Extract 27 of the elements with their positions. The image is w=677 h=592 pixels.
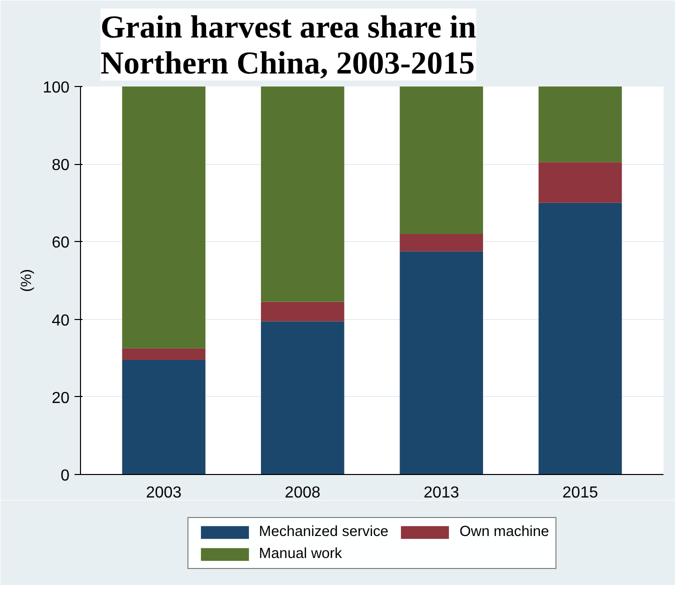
bar: [400, 234, 484, 252]
bar: [260, 321, 344, 474]
bar: [260, 86, 344, 302]
legend-label: Mechanized service: [258, 524, 388, 540]
y-axis-title: (%): [18, 269, 35, 292]
x-tick-label: 2003: [146, 484, 182, 502]
bar: [538, 86, 622, 162]
chart-title: Grain harvest area share in Northern China, 2003-2015: [100, 8, 476, 80]
bar: [122, 348, 206, 360]
y-tick-label: 0: [60, 468, 70, 484]
bar: [260, 302, 344, 322]
x-tick-label: 2008: [284, 484, 320, 502]
bar: [122, 360, 206, 474]
y-tick-label: 40: [52, 312, 70, 330]
bar: [538, 202, 622, 474]
y-tick-label: 60: [52, 234, 70, 252]
bar: [400, 251, 484, 474]
bar: [122, 86, 206, 348]
y-tick-label: 80: [52, 157, 70, 174]
x-tick-label: 2015: [562, 484, 598, 502]
y-tick-label: 20: [52, 390, 70, 407]
legend-label: Own machine: [459, 524, 550, 540]
y-tick-label: 100: [42, 80, 70, 96]
bar: [400, 86, 484, 234]
bar: [538, 162, 622, 203]
x-tick-label: 2013: [424, 484, 460, 502]
legend-label: Manual work: [258, 546, 342, 562]
